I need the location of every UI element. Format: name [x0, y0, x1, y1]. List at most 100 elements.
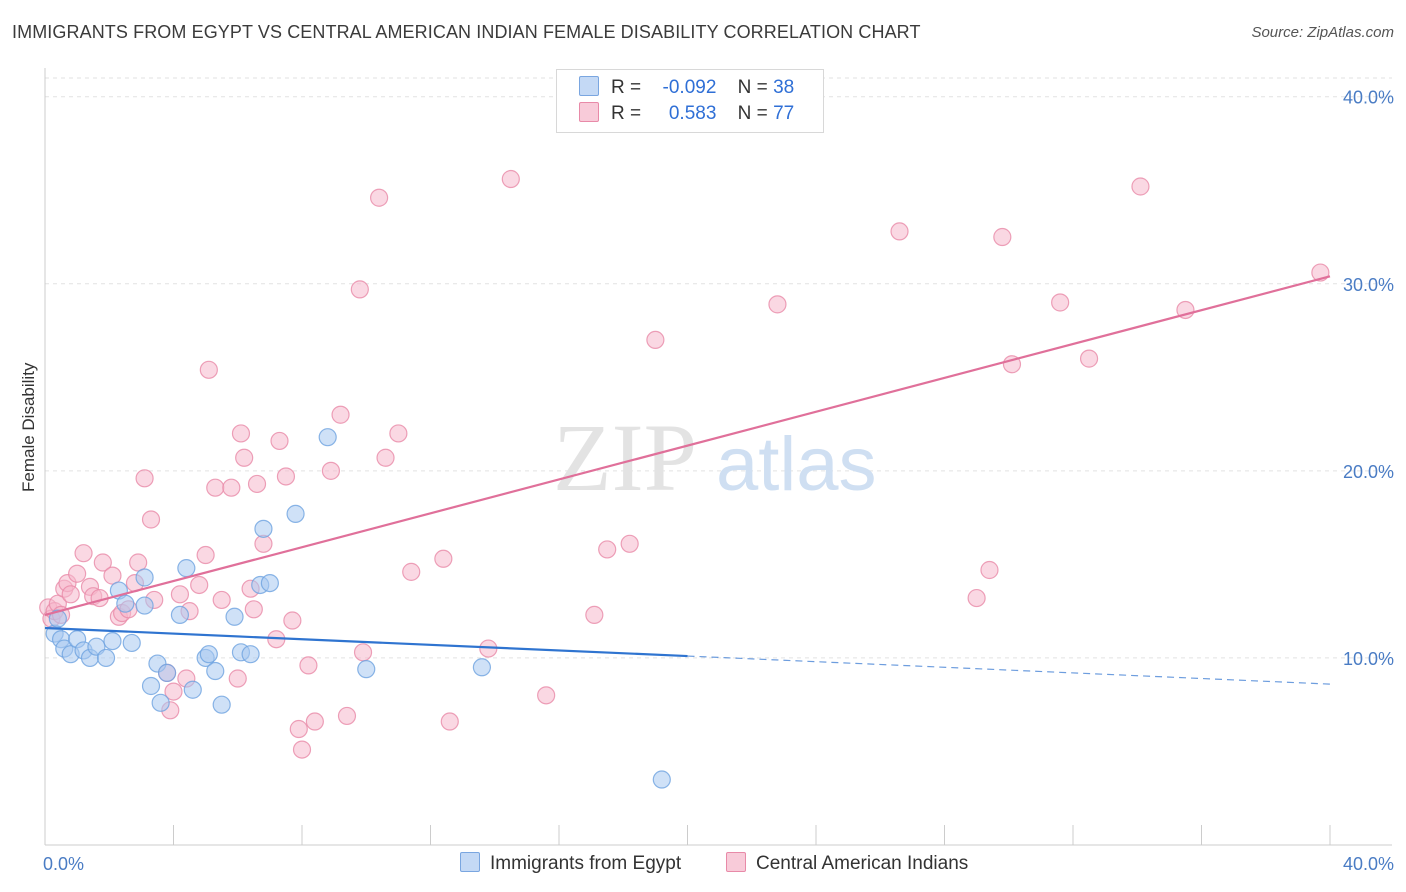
- legend-n-value: 38: [773, 77, 795, 98]
- data-point: [141, 676, 161, 696]
- data-point: [135, 596, 154, 615]
- data-point: [116, 594, 135, 613]
- data-point: [434, 549, 453, 568]
- source-label: Source: ZipAtlas.com: [1251, 24, 1394, 41]
- data-point: [183, 680, 202, 699]
- data-point: [196, 545, 215, 565]
- legend-r-label: R =: [611, 77, 642, 98]
- data-point: [103, 631, 122, 651]
- axes: [44, 68, 1392, 846]
- data-point: [967, 588, 986, 608]
- data-point: [292, 740, 312, 759]
- data-point: [225, 607, 244, 626]
- data-point: [157, 663, 177, 682]
- legend-item-egypt[interactable]: Immigrants from Egypt: [460, 852, 681, 875]
- data-point: [48, 609, 67, 628]
- data-point: [353, 643, 373, 662]
- data-point: [141, 510, 161, 529]
- correlation-legend: R = -0.092 N = 38 R = 0.583 N = 77: [556, 69, 824, 133]
- data-point: [286, 504, 305, 523]
- data-point: [190, 575, 209, 595]
- data-point: [768, 295, 787, 314]
- data-point: [199, 360, 218, 379]
- legend-n-value: 77: [773, 103, 795, 124]
- gridlines: [45, 77, 1392, 659]
- data-point: [620, 534, 639, 553]
- legend-r-value: -0.092: [662, 77, 717, 98]
- data-point: [129, 553, 148, 572]
- data-point: [440, 712, 459, 731]
- data-point: [122, 633, 141, 653]
- data-point: [170, 585, 190, 604]
- data-point: [228, 669, 247, 688]
- watermark: ZIP atlas: [553, 404, 877, 511]
- data-point: [170, 605, 190, 625]
- tick-labels: 10.0% 20.0% 30.0% 40.0% 0.0% 40.0%: [43, 88, 1394, 874]
- data-point: [74, 544, 93, 563]
- data-point: [96, 648, 116, 668]
- data-point: [537, 686, 556, 705]
- data-point: [402, 562, 421, 581]
- y-tick-label: 30.0%: [1343, 275, 1394, 295]
- data-point: [254, 519, 273, 538]
- y-tick-label: 10.0%: [1343, 649, 1394, 669]
- data-point: [235, 448, 254, 467]
- data-point: [68, 564, 87, 583]
- legend-n-label: N =: [737, 103, 768, 124]
- legend-label-egypt: Immigrants from Egypt: [490, 853, 682, 874]
- data-point: [652, 770, 671, 789]
- data-point: [164, 682, 183, 701]
- data-point: [1051, 293, 1070, 312]
- data-point: [276, 467, 296, 486]
- data-point: [331, 405, 350, 424]
- data-point: [222, 478, 241, 497]
- data-point: [598, 540, 617, 559]
- legend-swatch-egypt: [460, 852, 480, 872]
- legend-swatch-central-american: [726, 852, 746, 872]
- data-point: [241, 645, 260, 664]
- legend-r-label: R =: [611, 103, 642, 124]
- legend-row-central-american: R = 0.583 N = 77: [579, 102, 794, 126]
- trend-line-egypt-extension: [687, 655, 1331, 685]
- data-point: [206, 478, 225, 497]
- data-point: [357, 660, 376, 679]
- data-point: [1079, 349, 1099, 368]
- data-point: [93, 553, 112, 572]
- data-point: [370, 188, 389, 207]
- data-point: [501, 169, 520, 189]
- legend-item-central-american[interactable]: Central American Indians: [726, 852, 968, 875]
- x-tick-label: 40.0%: [1343, 854, 1394, 874]
- data-point: [1131, 177, 1150, 196]
- data-point: [270, 431, 289, 451]
- data-point: [61, 585, 80, 604]
- series-immigrants-from-egypt: [45, 428, 671, 789]
- y-tick-label: 40.0%: [1343, 88, 1394, 108]
- data-point: [103, 566, 122, 585]
- data-point: [890, 222, 909, 241]
- trend-line-central-american: [44, 275, 1331, 616]
- legend-n-label: N =: [737, 77, 768, 98]
- data-point: [305, 712, 324, 731]
- trend-lines: [44, 275, 1331, 685]
- data-point: [350, 280, 369, 299]
- data-point: [244, 600, 263, 619]
- data-point: [980, 560, 999, 580]
- data-point: [299, 656, 318, 675]
- data-point: [283, 611, 302, 630]
- y-tick-label: 20.0%: [1343, 462, 1394, 482]
- legend-row-egypt: R = -0.092 N = 38: [579, 76, 794, 100]
- data-point: [247, 474, 267, 494]
- trend-line-egypt: [44, 626, 688, 658]
- data-point: [376, 448, 395, 467]
- chart-title: IMMIGRANTS FROM EGYPT VS CENTRAL AMERICA…: [12, 22, 921, 42]
- legend-r-value: 0.583: [668, 103, 717, 124]
- data-point: [199, 645, 218, 664]
- data-point: [151, 693, 170, 712]
- data-point: [646, 330, 665, 350]
- data-point: [472, 658, 491, 677]
- data-point: [318, 428, 337, 447]
- watermark-zip: ZIP: [553, 404, 697, 511]
- data-point: [212, 590, 231, 610]
- data-point: [135, 469, 154, 488]
